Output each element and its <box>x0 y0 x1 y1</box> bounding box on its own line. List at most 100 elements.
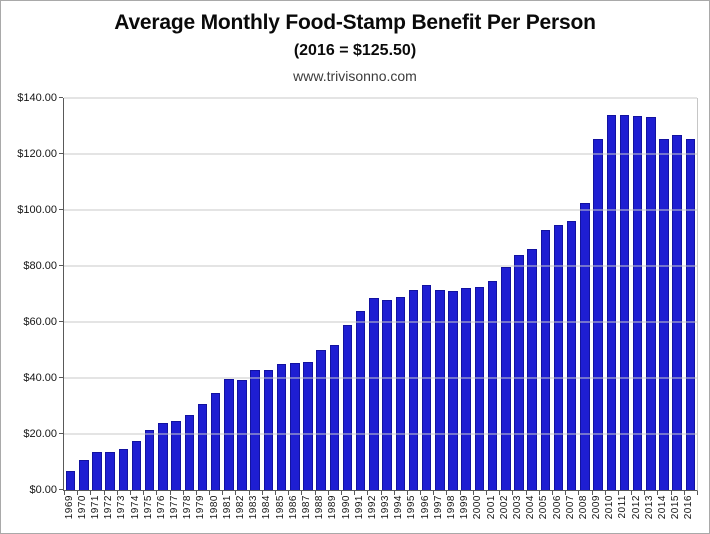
x-axis-tick <box>446 491 448 495</box>
x-axis-label: 2016 <box>683 495 695 520</box>
x-label-slot: 2002 <box>498 495 511 532</box>
bar-slot <box>183 98 196 490</box>
bar-1989 <box>329 344 340 490</box>
bar-slot <box>539 98 552 490</box>
bar-slot <box>420 98 433 490</box>
x-axis-tick <box>380 491 382 495</box>
x-label-slot: 1988 <box>314 495 327 532</box>
x-axis-tick <box>143 491 145 495</box>
bar-slot <box>235 98 248 490</box>
y-axis-label: $80.00 <box>23 260 57 272</box>
bar-slot <box>301 98 314 490</box>
x-axis-tick <box>103 491 105 495</box>
x-axis-tick <box>604 491 606 495</box>
x-axis-label: 2007 <box>564 495 576 520</box>
bar-2012 <box>632 116 643 490</box>
x-axis-tick <box>64 491 65 495</box>
bar-1986 <box>290 362 300 490</box>
y-axis-tick <box>59 265 63 266</box>
bar-1978 <box>184 415 195 490</box>
bar-slot <box>90 98 103 490</box>
bar-1970 <box>79 460 89 490</box>
bar-slot <box>64 98 77 490</box>
x-axis-tick <box>156 491 158 495</box>
x-axis-tick <box>129 491 131 495</box>
bar-1981 <box>224 379 234 490</box>
x-axis-label: 2008 <box>577 495 589 520</box>
y-axis-tick <box>59 153 63 154</box>
x-axis-label: 2013 <box>643 495 655 520</box>
bar-2010 <box>606 115 617 490</box>
x-label-slot: 1996 <box>419 495 432 532</box>
x-axis-tick <box>631 491 633 495</box>
x-axis-tick <box>235 491 237 495</box>
x-axis-tick <box>670 491 672 495</box>
x-axis-label: 1980 <box>208 495 220 520</box>
x-axis-label: 1978 <box>182 495 194 520</box>
gridline <box>64 97 697 99</box>
bar-1994 <box>395 296 406 490</box>
bar-slot <box>77 98 90 490</box>
x-axis-label: 1972 <box>103 495 115 520</box>
bar-2003 <box>514 254 524 490</box>
bar-1972 <box>105 452 115 490</box>
x-axis-tick <box>472 491 474 495</box>
x-axis-label: 1973 <box>116 495 128 520</box>
bar-slot <box>657 98 670 490</box>
x-axis-tick <box>551 491 553 495</box>
bar-1993 <box>382 299 392 490</box>
x-axis-tick <box>538 491 540 495</box>
bar-slot <box>684 98 697 490</box>
bar-2004 <box>527 248 537 490</box>
y-axis-tick <box>59 97 63 98</box>
bar-slot <box>341 98 354 490</box>
bar-1999 <box>461 287 471 490</box>
x-axis-label: 2011 <box>617 495 629 519</box>
x-label-slot: 1975 <box>142 495 155 532</box>
x-axis-label: 2002 <box>498 495 510 520</box>
y-axis-tick <box>59 489 63 490</box>
x-axis-label: 2005 <box>538 495 550 520</box>
x-label-slot: 1999 <box>459 495 472 532</box>
bar-slot <box>618 98 631 490</box>
bar-slot <box>486 98 499 490</box>
x-label-slot: 1997 <box>432 495 445 532</box>
bar-1997 <box>435 290 445 490</box>
x-axis-tick <box>248 491 250 495</box>
x-axis-label: 1982 <box>235 495 247 520</box>
gridline <box>64 265 697 267</box>
x-label-slot: 1980 <box>208 495 221 532</box>
gridline <box>64 153 697 155</box>
x-label-slot: 2005 <box>538 495 551 532</box>
x-axis-label: 2014 <box>657 495 669 520</box>
x-axis-tick <box>459 491 461 495</box>
bar-slot <box>288 98 301 490</box>
x-axis-label: 2010 <box>604 495 616 520</box>
x-axis-tick <box>327 491 329 495</box>
x-axis-tick <box>486 491 487 495</box>
x-label-slot: 1978 <box>182 495 195 532</box>
x-axis-tick <box>354 491 356 495</box>
x-axis-tick <box>209 491 211 495</box>
x-axis-tick <box>182 491 184 495</box>
x-axis-label: 2015 <box>670 495 682 520</box>
x-axis-tick <box>314 491 316 495</box>
bar-slot <box>578 98 591 490</box>
bar-slot <box>499 98 512 490</box>
x-label-slot: 1972 <box>103 495 116 532</box>
bar-1996 <box>421 285 432 490</box>
x-axis-tick <box>222 491 224 495</box>
x-axis-tick <box>116 491 118 495</box>
y-axis-tick <box>59 209 63 210</box>
bar-2016 <box>685 138 696 490</box>
x-axis-label: 2009 <box>591 495 603 520</box>
x-axis-label: 1983 <box>248 495 260 520</box>
bar-2005 <box>540 229 551 490</box>
x-label-slot: 2004 <box>525 495 538 532</box>
x-axis-label: 1996 <box>419 495 431 520</box>
y-axis-label: $0.00 <box>29 484 57 496</box>
x-axis-tick <box>288 491 290 495</box>
gridline <box>64 209 697 211</box>
bar-2008 <box>580 202 590 490</box>
x-label-slot: 1994 <box>393 495 406 532</box>
